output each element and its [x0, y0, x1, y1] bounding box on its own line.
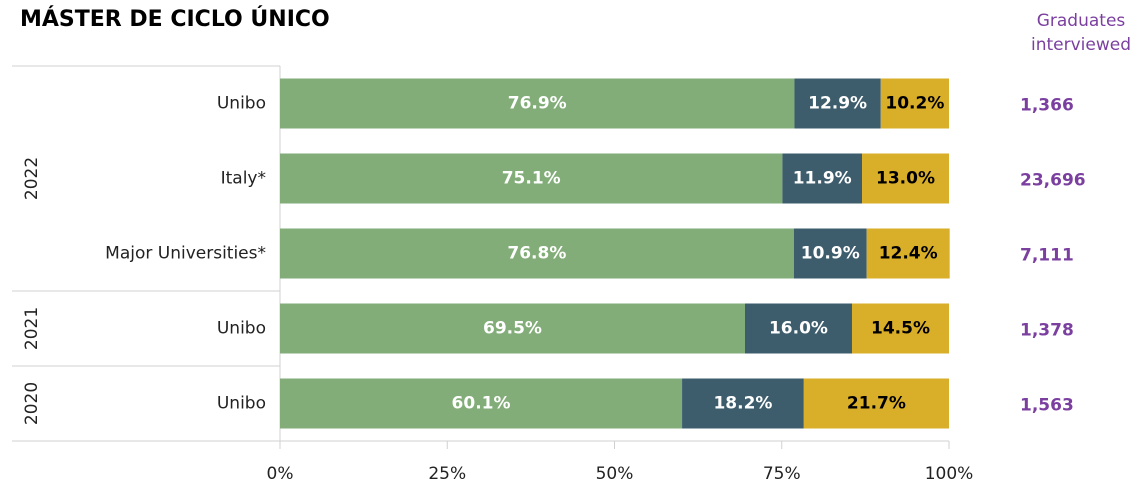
- data-label: 21.7%: [847, 394, 906, 414]
- data-label: 12.4%: [879, 244, 938, 264]
- data-label: 18.2%: [713, 394, 772, 414]
- bar-segment: [744, 303, 852, 354]
- y-tick-label: Unibo: [217, 319, 266, 339]
- bar-segment: [280, 303, 745, 354]
- graduates-count: 1,378: [1020, 321, 1074, 341]
- group-label: 2021: [22, 307, 42, 350]
- data-label: 14.5%: [871, 319, 930, 339]
- data-label: 10.2%: [885, 94, 944, 114]
- bar-segment: [866, 228, 950, 279]
- data-label: 60.1%: [452, 394, 511, 414]
- data-label: 11.9%: [793, 169, 852, 189]
- data-label: 76.8%: [507, 244, 566, 264]
- x-tick-label: 25%: [428, 464, 466, 484]
- x-tick-label: 50%: [596, 464, 634, 484]
- x-tick-label: 75%: [763, 464, 801, 484]
- data-label: 10.9%: [801, 244, 860, 264]
- y-tick-label: Unibo: [217, 394, 266, 414]
- bar-segment: [280, 78, 795, 129]
- group-label: 2020: [22, 382, 42, 425]
- bar-segment: [880, 78, 949, 129]
- bar-segment: [280, 378, 683, 429]
- x-tick-label: 100%: [925, 464, 974, 484]
- column-header: Graduates: [1037, 11, 1126, 31]
- bar-segment: [851, 303, 949, 354]
- column-header: interviewed: [1031, 35, 1131, 55]
- x-tick-label: 0%: [267, 464, 294, 484]
- chart-title: MÁSTER DE CICLO ÚNICO: [20, 6, 330, 32]
- data-label: 69.5%: [483, 319, 542, 339]
- data-label: 76.9%: [508, 94, 567, 114]
- graduates-count: 23,696: [1020, 171, 1086, 191]
- graduates-count: 1,366: [1020, 96, 1074, 116]
- graduates-count: 7,111: [1020, 246, 1074, 266]
- y-tick-label: Italy*: [221, 169, 266, 189]
- y-tick-label: Major Universities*: [105, 244, 266, 264]
- bar-segment: [794, 78, 881, 129]
- bar-segment: [862, 153, 949, 204]
- bar-segment: [793, 228, 867, 279]
- graduates-count: 1,563: [1020, 396, 1074, 416]
- bar-segment: [782, 153, 863, 204]
- data-label: 16.0%: [769, 319, 828, 339]
- data-label: 75.1%: [502, 169, 561, 189]
- group-label: 2022: [22, 157, 42, 200]
- data-label: 12.9%: [808, 94, 867, 114]
- data-label: 13.0%: [876, 169, 935, 189]
- bar-segment: [280, 228, 794, 279]
- bar-segment: [682, 378, 804, 429]
- bar-segment: [803, 378, 949, 429]
- bar-segment: [280, 153, 783, 204]
- y-tick-label: Unibo: [217, 94, 266, 114]
